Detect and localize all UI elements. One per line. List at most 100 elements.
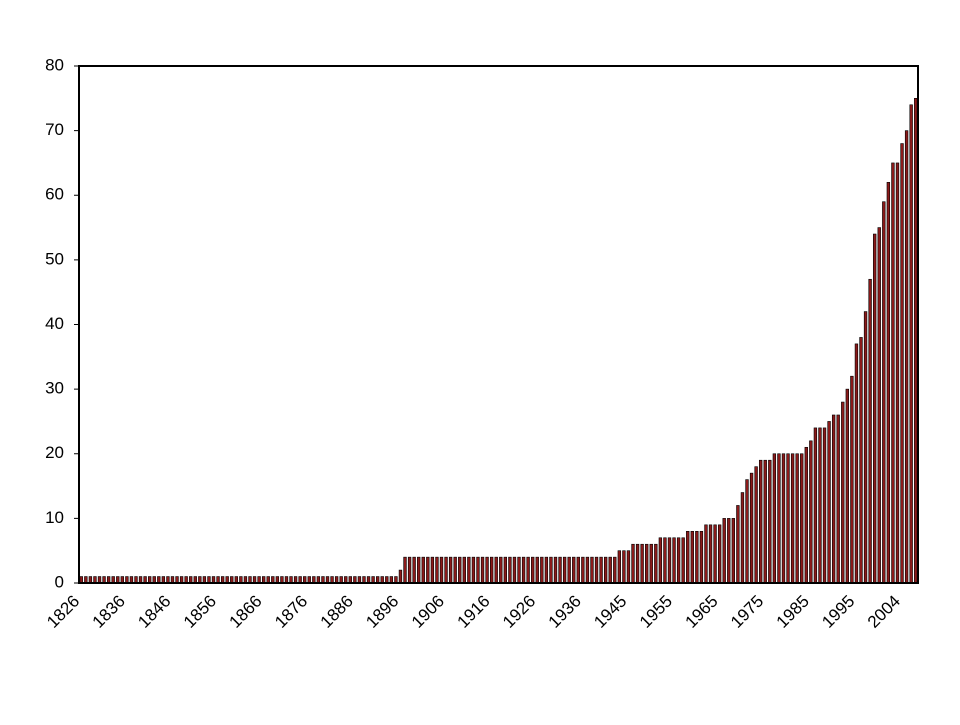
y-tick-label: 40 [45,314,64,333]
bar [517,556,521,584]
bar [667,537,672,584]
bar [576,556,580,584]
y-tick-label: 70 [45,120,64,139]
bar [494,556,498,584]
bar [886,182,891,584]
bar [467,556,471,584]
bar [818,427,822,584]
bar [540,556,544,584]
bar [841,401,845,584]
bar [485,556,489,584]
bar [722,518,726,584]
bar [831,414,836,584]
bar [613,556,617,584]
bar [439,556,444,584]
bar [891,162,895,584]
bar [476,556,480,584]
bar [562,556,567,584]
bar [549,556,553,584]
bar [672,537,676,584]
bar [904,130,909,584]
bar [690,530,694,584]
bar [572,556,576,584]
bar [590,556,594,584]
bar [499,556,503,584]
bar [558,556,562,584]
bar [686,530,690,584]
bar [512,556,517,584]
bar [695,530,699,584]
bar [403,556,407,584]
bar [777,453,781,584]
y-tick-label: 60 [45,185,64,204]
bar [895,162,900,584]
bar [759,459,763,584]
y-tick-label: 20 [45,443,64,462]
y-tick-label: 10 [45,508,64,527]
bar [754,466,758,584]
bar [398,569,403,584]
y-tick-label: 50 [45,249,64,268]
bar [658,537,663,584]
bar [786,453,790,584]
bar [645,543,649,584]
y-tick-label: 30 [45,379,64,398]
bar [430,556,435,584]
bar [594,556,599,584]
y-tick-label: 80 [45,55,64,74]
bar [412,556,416,584]
bar [900,143,904,584]
bar [873,233,877,584]
bar [827,421,831,584]
bar [663,537,667,584]
bar [635,543,640,584]
bar [417,556,421,584]
bar [508,556,512,584]
bar [567,556,571,584]
bar [448,556,453,584]
bar [804,446,808,584]
bar [736,505,740,584]
bar [585,556,590,584]
bar [617,550,622,584]
bar [535,556,539,584]
bar [909,104,913,584]
bar [531,556,535,584]
bar [745,479,749,584]
bar [676,537,681,584]
bar [868,278,872,584]
bar [845,388,849,584]
bar [581,556,585,584]
bar [608,556,612,584]
bar [444,556,448,584]
bar [863,311,868,584]
bar [626,550,631,584]
bar [809,440,813,584]
bar [836,414,840,584]
bar [795,453,799,584]
bar [462,556,466,584]
bar [421,556,425,584]
bar [713,524,717,584]
bar [453,556,457,584]
bar [699,530,704,584]
bar [822,427,827,584]
bar [704,524,708,584]
bar [781,453,786,584]
bar [727,518,731,584]
bar [544,556,549,584]
bar [749,472,754,584]
bar [731,518,735,584]
bar [859,337,863,584]
bar [599,556,603,584]
bar [800,453,804,584]
bar [640,543,644,584]
bar [877,227,881,584]
bar [435,556,439,584]
bar [882,201,886,584]
bar [854,343,859,584]
bar [426,556,430,584]
bar [740,492,745,584]
